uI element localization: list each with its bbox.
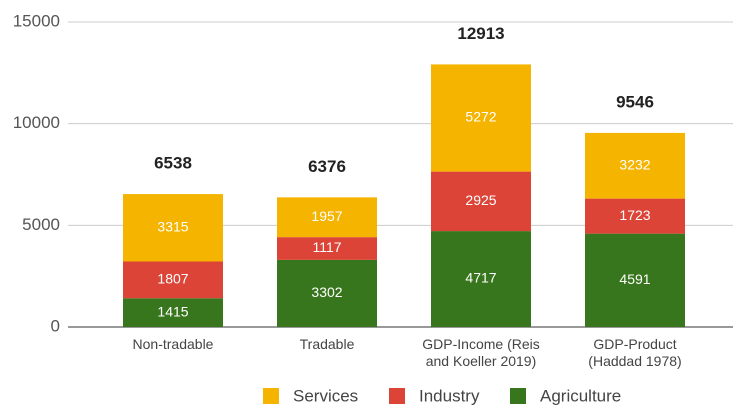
- value-label: 1415: [157, 303, 188, 319]
- y-tick-label: 5000: [22, 215, 60, 234]
- x-tick-label: GDP-Product (Haddad 1978): [588, 336, 682, 369]
- total-label: 12913: [457, 24, 504, 43]
- bar-segment: [431, 171, 531, 232]
- total-label: 6376: [308, 157, 346, 176]
- y-tick-label: 15000: [13, 11, 60, 30]
- bar-segment: [431, 231, 531, 327]
- value-label: 3302: [311, 284, 342, 300]
- bar-segment: [123, 261, 223, 299]
- total-label: 9546: [616, 92, 654, 111]
- value-label: 2925: [465, 192, 496, 208]
- bar-segment: [277, 259, 377, 327]
- bar-segment: [585, 233, 685, 327]
- legend-swatch: [510, 388, 526, 404]
- bar-segment: [585, 198, 685, 234]
- value-label: 1723: [619, 207, 650, 223]
- legend-swatch: [389, 388, 405, 404]
- value-label: 1117: [312, 239, 341, 255]
- x-tick-label: Non-tradable: [132, 336, 214, 352]
- y-tick-label: 10000: [13, 113, 60, 132]
- legend-swatch: [263, 388, 279, 404]
- value-label: 5272: [465, 109, 496, 125]
- value-label: 3315: [157, 218, 188, 234]
- bar-segment: [585, 132, 685, 199]
- x-tick-label: GDP-Income (Reis and Koeller 2019): [422, 336, 540, 369]
- value-label: 1957: [311, 208, 342, 224]
- bar-segment: [123, 298, 223, 327]
- x-tick-label: Tradable: [299, 336, 355, 352]
- value-label: 4591: [619, 271, 650, 287]
- y-tick-label: 0: [51, 316, 60, 335]
- value-label: 3232: [619, 156, 650, 172]
- bar-segment: [431, 64, 531, 172]
- legend-label: Agriculture: [540, 386, 621, 405]
- total-label: 6538: [154, 154, 192, 173]
- value-label: 4717: [465, 270, 496, 286]
- legend-label: Industry: [419, 386, 480, 405]
- bar-segment: [123, 194, 223, 262]
- bar-segment: [277, 237, 377, 260]
- value-label: 1807: [157, 271, 188, 287]
- bar-segment: [277, 197, 377, 238]
- legend-label: Services: [293, 386, 358, 405]
